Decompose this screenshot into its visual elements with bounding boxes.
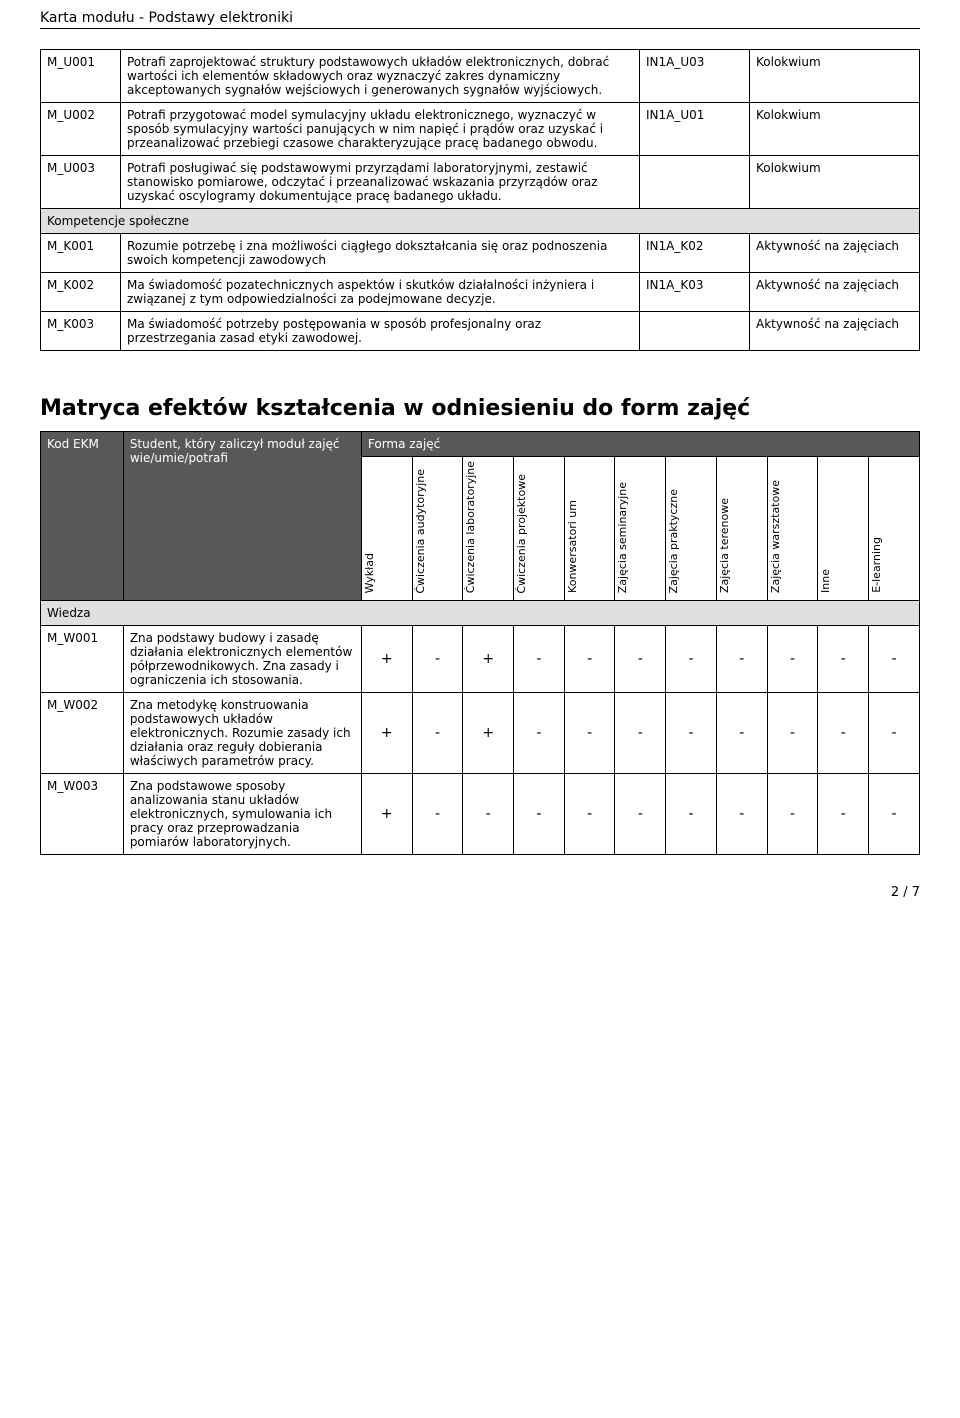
- outcome-eval: Kolokwium: [750, 103, 920, 156]
- table-row: M_K002 Ma świadomość pozatechnicznych as…: [41, 273, 920, 312]
- section-label: Wiedza: [41, 601, 920, 626]
- matrix-mark: +: [463, 626, 514, 693]
- outcome-eval: Kolokwium: [750, 156, 920, 209]
- outcome-ref: [640, 312, 750, 351]
- outcome-code: M_U001: [41, 50, 121, 103]
- matrix-mark: +: [361, 693, 412, 774]
- matrix-code: M_W002: [41, 693, 124, 774]
- matrix-mark: -: [514, 693, 565, 774]
- matrix-mark: -: [869, 693, 920, 774]
- outcome-desc: Potrafi posługiwać się podstawowymi przy…: [121, 156, 640, 209]
- form-col-header: Zajęcia warsztatowe: [767, 457, 818, 601]
- matrix-mark: -: [767, 693, 818, 774]
- outcome-ref: IN1A_K03: [640, 273, 750, 312]
- table-row: M_K003 Ma świadomość potrzeby postępowan…: [41, 312, 920, 351]
- matrix-mark: -: [564, 693, 615, 774]
- form-col-header: Zajęcia seminaryjne: [615, 457, 666, 601]
- outcome-ref: IN1A_K02: [640, 234, 750, 273]
- form-col-header: Konwersatori um: [564, 457, 615, 601]
- matrix-mark: -: [818, 774, 869, 855]
- matrix-mark: -: [869, 626, 920, 693]
- matrix-code: M_W001: [41, 626, 124, 693]
- matrix-mark: -: [716, 626, 767, 693]
- form-col-header: E-learning: [869, 457, 920, 601]
- matrix-desc: Zna podstawowe sposoby analizowania stan…: [123, 774, 361, 855]
- table-row: M_U001 Potrafi zaprojektować struktury p…: [41, 50, 920, 103]
- outcome-eval: Aktywność na zajęciach: [750, 273, 920, 312]
- outcome-desc: Rozumie potrzebę i zna możliwości ciągłe…: [121, 234, 640, 273]
- form-col-header: Zajęcia terenowe: [716, 457, 767, 601]
- outcome-desc: Ma świadomość pozatechnicznych aspektów …: [121, 273, 640, 312]
- matrix-mark: -: [716, 693, 767, 774]
- outcome-eval: Kolokwium: [750, 50, 920, 103]
- table-row: M_U002 Potrafi przygotować model symulac…: [41, 103, 920, 156]
- matrix-mark: -: [666, 626, 717, 693]
- section-row-knowledge: Wiedza: [41, 601, 920, 626]
- table-row: M_K001 Rozumie potrzebę i zna możliwości…: [41, 234, 920, 273]
- matrix-mark: -: [412, 626, 463, 693]
- matrix-mark: -: [412, 693, 463, 774]
- matrix-desc: Zna metodykę konstruowania podstawowych …: [123, 693, 361, 774]
- matrix-mark: -: [412, 774, 463, 855]
- matrix-row: M_W002 Zna metodykę konstruowania podsta…: [41, 693, 920, 774]
- form-col-header: Ćwiczenia audytoryjne: [412, 457, 463, 601]
- outcome-code: M_K002: [41, 273, 121, 312]
- matrix-mark: -: [615, 774, 666, 855]
- matrix-mark: -: [514, 774, 565, 855]
- matrix-code: M_W003: [41, 774, 124, 855]
- outcome-ref: [640, 156, 750, 209]
- matrix-mark: -: [615, 693, 666, 774]
- outcome-code: M_U003: [41, 156, 121, 209]
- matrix-mark: -: [767, 626, 818, 693]
- outcome-code: M_K001: [41, 234, 121, 273]
- matrix-header-form: Forma zajęć: [361, 432, 919, 457]
- outcome-desc: Ma świadomość potrzeby postępowania w sp…: [121, 312, 640, 351]
- matrix-mark: -: [463, 774, 514, 855]
- outcome-ref: IN1A_U01: [640, 103, 750, 156]
- outcome-desc: Potrafi zaprojektować struktury podstawo…: [121, 50, 640, 103]
- outcomes-table: M_U001 Potrafi zaprojektować struktury p…: [40, 49, 920, 351]
- matrix-mark: -: [818, 626, 869, 693]
- matrix-mark: -: [767, 774, 818, 855]
- matrix-mark: -: [869, 774, 920, 855]
- matrix-mark: -: [514, 626, 565, 693]
- page-header: Karta modułu - Podstawy elektroniki: [40, 10, 920, 29]
- matrix-mark: -: [818, 693, 869, 774]
- form-col-header: Zajęcia praktyczne: [666, 457, 717, 601]
- matrix-mark: -: [716, 774, 767, 855]
- outcome-eval: Aktywność na zajęciach: [750, 234, 920, 273]
- matrix-desc: Zna podstawy budowy i zasadę działania e…: [123, 626, 361, 693]
- section-label: Kompetencje społeczne: [41, 209, 920, 234]
- matrix-heading: Matryca efektów kształcenia w odniesieni…: [40, 396, 920, 421]
- matrix-mark: +: [361, 774, 412, 855]
- form-col-header: Inne: [818, 457, 869, 601]
- page-number: 2 / 7: [40, 885, 920, 900]
- outcome-code: M_U002: [41, 103, 121, 156]
- matrix-header-row: Kod EKM Student, który zaliczył moduł za…: [41, 432, 920, 457]
- matrix-mark: +: [361, 626, 412, 693]
- matrix-mark: +: [463, 693, 514, 774]
- form-col-header: Wykład: [361, 457, 412, 601]
- matrix-mark: -: [564, 774, 615, 855]
- matrix-mark: -: [666, 693, 717, 774]
- matrix-table: Kod EKM Student, który zaliczył moduł za…: [40, 431, 920, 855]
- outcome-desc: Potrafi przygotować model symulacyjny uk…: [121, 103, 640, 156]
- matrix-mark: -: [666, 774, 717, 855]
- matrix-row: M_W003 Zna podstawowe sposoby analizowan…: [41, 774, 920, 855]
- matrix-mark: -: [564, 626, 615, 693]
- outcome-eval: Aktywność na zajęciach: [750, 312, 920, 351]
- outcome-code: M_K003: [41, 312, 121, 351]
- matrix-mark: -: [615, 626, 666, 693]
- matrix-header-student: Student, który zaliczył moduł zajęć wie/…: [123, 432, 361, 601]
- section-row-social: Kompetencje społeczne: [41, 209, 920, 234]
- form-col-header: Ćwiczenia projektowe: [514, 457, 565, 601]
- form-col-header: Ćwiczenia laboratoryjne: [463, 457, 514, 601]
- table-row: M_U003 Potrafi posługiwać się podstawowy…: [41, 156, 920, 209]
- outcome-ref: IN1A_U03: [640, 50, 750, 103]
- matrix-row: M_W001 Zna podstawy budowy i zasadę dzia…: [41, 626, 920, 693]
- matrix-header-code: Kod EKM: [41, 432, 124, 601]
